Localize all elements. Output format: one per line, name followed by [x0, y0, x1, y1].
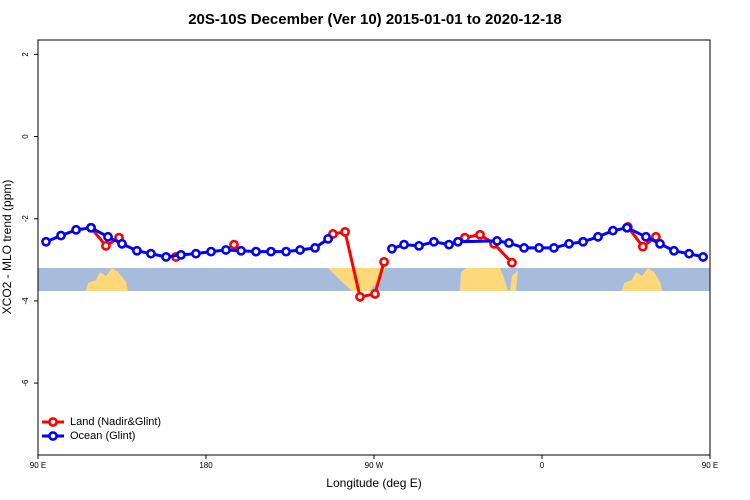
- data-point: [444, 239, 454, 250]
- data-point: [370, 289, 380, 299]
- map-strip: [38, 268, 710, 291]
- data-point: [453, 236, 463, 247]
- land-shape: [86, 268, 128, 291]
- data-point: [622, 222, 632, 233]
- x-tick-label: 90 E: [30, 461, 46, 470]
- data-point: [655, 238, 665, 249]
- data-point: [698, 252, 708, 262]
- data-point: [379, 256, 389, 267]
- data-point: [221, 245, 231, 255]
- data-point: [56, 230, 66, 241]
- data-point: [507, 257, 517, 268]
- data-point: [429, 236, 439, 247]
- data-point: [310, 243, 320, 253]
- y-tick-label: 2: [21, 52, 30, 57]
- data-point: [161, 252, 171, 262]
- x-tick-label: 90 E: [702, 461, 718, 470]
- data-point: [103, 231, 113, 242]
- data-point: [534, 243, 544, 253]
- data-point: [117, 238, 127, 249]
- series-line: [464, 233, 514, 264]
- data-point: [669, 245, 679, 256]
- data-point: [340, 226, 350, 237]
- x-axis-label: Longitude (deg E): [326, 476, 421, 490]
- data-point: [191, 248, 201, 259]
- data-point: [492, 236, 502, 246]
- data-point: [86, 222, 96, 233]
- y-tick-label: -2: [21, 215, 30, 223]
- data-point: [593, 231, 603, 242]
- data-point: [504, 238, 514, 248]
- data-point: [564, 238, 574, 249]
- data-point: [146, 248, 156, 259]
- data-point: [578, 236, 588, 247]
- data-point: [355, 291, 365, 302]
- x-tick-label: 0: [540, 461, 545, 470]
- legend-label: Land (Nadir&Glint): [70, 416, 161, 428]
- land-shape: [460, 268, 518, 291]
- data-point: [101, 240, 111, 251]
- x-tick-label: 180: [199, 461, 213, 470]
- land-shape: [622, 268, 662, 291]
- data-point: [132, 245, 142, 256]
- y-tick-label: -6: [21, 379, 30, 387]
- data-point: [281, 246, 291, 257]
- data-point: [387, 243, 397, 254]
- y-tick-label: -4: [21, 297, 30, 305]
- data-point: [176, 249, 186, 260]
- data-point: [236, 245, 246, 256]
- data-point: [637, 241, 648, 252]
- data-point: [251, 246, 261, 257]
- legend-label: Ocean (Glint): [70, 430, 135, 442]
- y-axis-label: XCO2 - MLO trend (ppm): [0, 180, 14, 315]
- data-point: [608, 225, 618, 236]
- data-point: [684, 248, 694, 259]
- data-point: [414, 240, 424, 251]
- data-point: [266, 246, 276, 257]
- legend-marker: [48, 431, 58, 441]
- legend-marker: [48, 417, 58, 427]
- x-tick-label: 90 W: [365, 461, 384, 470]
- data-point: [71, 224, 81, 235]
- data-point: [399, 239, 409, 250]
- data-point: [229, 239, 239, 250]
- data-point: [41, 236, 51, 247]
- data-point: [323, 233, 333, 244]
- data-point: [475, 229, 485, 240]
- data-point: [641, 231, 651, 242]
- data-point: [549, 243, 559, 253]
- y-tick-label: 0: [21, 134, 30, 139]
- data-point: [519, 243, 529, 253]
- data-point: [206, 246, 216, 257]
- data-point: [295, 245, 305, 255]
- chart-title: 20S-10S December (Ver 10) 2015-01-01 to …: [188, 11, 562, 28]
